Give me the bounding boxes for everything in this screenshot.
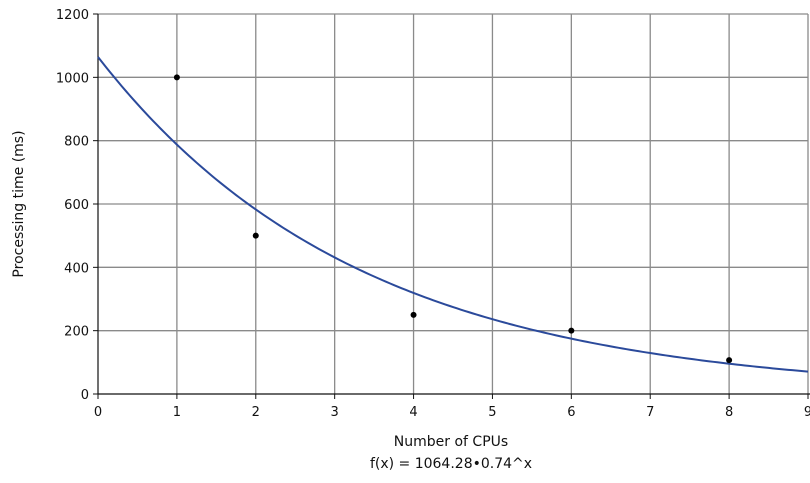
y-tick-label: 200: [64, 325, 89, 340]
y-tick-label: 1000: [56, 71, 89, 86]
x-tick-label: 8: [725, 405, 733, 420]
y-tick-label: 600: [64, 198, 89, 213]
y-tick-labels: 0 200 400 600 800 1000 1200: [56, 8, 89, 403]
data-point: [410, 311, 417, 318]
data-point: [568, 327, 575, 334]
x-tick-label: 1: [173, 405, 181, 420]
x-tick-label: 3: [331, 405, 339, 420]
y-axis-title: Processing time (ms): [11, 130, 27, 277]
data-point: [726, 357, 733, 364]
grid-lines: [98, 13, 809, 394]
x-tick-label: 2: [252, 405, 260, 420]
x-tick-labels: 0 1 2 3 4 5 6 7 8 9: [94, 405, 810, 420]
data-point: [252, 232, 259, 239]
x-tick-label: 4: [409, 405, 417, 420]
y-tick-label: 0: [81, 388, 89, 403]
fit-curve: [97, 56, 809, 373]
axis-ticks: [93, 13, 809, 399]
fit-equation: f(x) = 1064.28•0.74^x: [370, 456, 532, 472]
x-axis-title: Number of CPUs: [394, 434, 508, 450]
data-point: [173, 74, 180, 81]
x-tick-label: 9: [804, 405, 810, 420]
x-tick-label: 5: [488, 405, 496, 420]
x-tick-label: 6: [567, 405, 575, 420]
x-tick-label: 0: [94, 405, 102, 420]
x-tick-label: 7: [646, 405, 654, 420]
data-points: [173, 74, 733, 364]
y-tick-label: 800: [64, 135, 89, 150]
y-tick-label: 400: [64, 261, 89, 276]
y-tick-label: 1200: [56, 8, 89, 23]
